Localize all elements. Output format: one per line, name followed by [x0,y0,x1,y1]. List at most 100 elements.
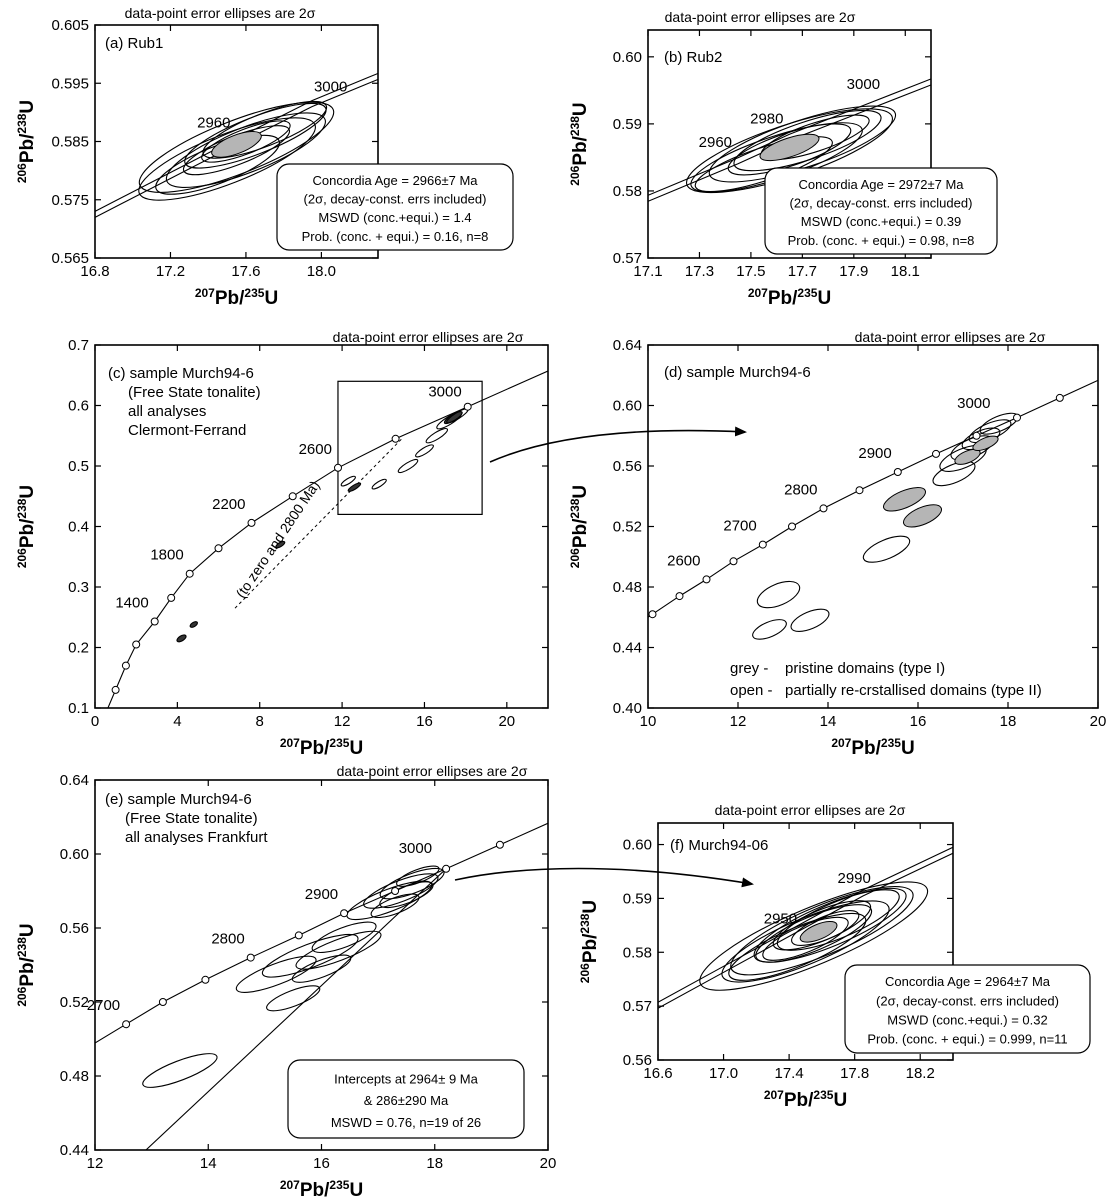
y-tick-label: 0.575 [51,192,89,209]
panel-label-line: (Free State tonalite) [125,810,258,827]
x-axis-label: 207Pb/235U [280,736,363,759]
panels: 2960 3000 16.8 17.2 17.6 18.0 0.565 0.575 0.585 0… [15,5,1106,1201]
ellipse-note: data-point error ellipses are 2σ [665,9,856,25]
error-ellipse [396,865,440,887]
plot-frame [647,344,1099,709]
x-axis-label: 207Pb/235U [195,286,278,309]
age-marker [1055,393,1064,402]
panel-label: (a) Rub1 [105,35,163,52]
discordia-label: (to zero and 2800 Ma) [232,478,322,601]
panel-label-line: (Free State tonalite) [128,384,261,401]
info-box-line: (2σ, decay-const. errs included) [876,993,1059,1008]
x-axis-label: 207Pb/235U [764,1088,847,1111]
error-ellipse [340,475,356,487]
error-ellipse [799,921,838,943]
x-tick-label: 0 [91,713,99,730]
y-tick-label: 0.48 [613,579,642,596]
info-box-line: (2σ, decay-const. errs included) [790,196,973,211]
age-marker [758,540,767,549]
age-marker [893,468,902,476]
y-tick-label: 0.2 [68,640,89,657]
x-tick-label: 17.0 [709,1065,738,1082]
age-label: 3000 [957,395,990,412]
panel-4: 2600 2700 2800 2900 3000 10 12 14 16 18 20 0.40 0.44… [568,329,1106,759]
concordia-curve [648,379,1098,618]
age-label: 2980 [750,110,783,127]
age-marker [334,463,342,472]
error-ellipse [347,482,362,492]
y-tick-label: 0.58 [613,183,642,200]
panel-label: (b) Rub2 [664,49,722,66]
panel-label: (f) Murch94-06 [670,837,768,854]
discordia-line [145,868,447,1150]
concordia-curve [648,78,931,196]
age-marker [675,592,684,601]
legend-text: pristine domains (type I) [785,660,945,677]
panel-label-line: all analyses Frankfurt [125,829,268,846]
age-marker [150,617,159,626]
age-label: 2600 [299,441,332,458]
age-marker [132,640,141,649]
panel-label: (c) sample Murch94-6 [108,365,254,382]
arrow-e-to-f [454,867,754,888]
error-ellipse [728,912,867,981]
age-label: 2700 [87,997,120,1014]
y-tick-label: 0.1 [68,700,89,717]
x-tick-label: 18.2 [906,1065,935,1082]
x-tick-label: 8 [256,713,264,730]
info-box-line: MSWD (conc.+equi.) = 0.32 [887,1012,1047,1027]
age-label: 1400 [115,594,148,611]
ellipse-note: data-point error ellipses are 2σ [855,329,1046,345]
error-ellipse [370,893,420,919]
error-ellipse [261,933,359,978]
age-label: 3000 [428,384,461,401]
age-label: 2800 [211,931,244,948]
error-ellipse [371,478,387,490]
y-tick-label: 0.64 [60,772,89,789]
panel-label: (e) sample Murch94-6 [105,791,252,808]
x-tick-label: 16 [416,713,433,730]
y-tick-label: 0.64 [613,337,642,354]
error-ellipse [295,930,382,970]
error-ellipse [727,123,852,176]
legend-text: partially re-crstallised domains (type I… [785,682,1042,699]
error-ellipse [752,619,787,640]
age-marker [201,975,210,984]
panel-2: 2960 2980 3000 17.1 17.3 17.5 17.7 17.9 18.1 0.57… [568,9,998,309]
x-tick-label: 16.6 [643,1065,672,1082]
x-tick-label: 18.1 [891,263,920,280]
error-ellipse [189,621,199,628]
error-ellipse [425,428,449,444]
info-box [287,1059,525,1139]
x-tick-label: 20 [498,713,515,730]
y-tick-label: 0.605 [51,17,89,34]
error-ellipse [972,435,999,451]
age-label: 2960 [699,134,732,151]
y-tick-label: 0.58 [623,944,652,961]
plot-frame [657,822,954,1061]
y-tick-label: 0.59 [623,890,652,907]
panel-3: (to zero and 2800 Ma) 1400 1800 2200 2600 300… [15,329,549,759]
age-marker [972,431,981,440]
x-tick-label: 17.4 [775,1065,804,1082]
panel-label-line: Clermont-Ferrand [128,422,246,439]
error-ellipse [275,540,286,549]
age-label: 2950 [764,910,797,927]
y-tick-label: 0.40 [613,700,642,717]
info-box-line: (2σ, decay-const. errs included) [304,192,487,207]
y-tick-label: 0.59 [613,116,642,133]
discordia-trend [234,438,403,609]
age-label: 1800 [150,547,183,564]
y-axis-label: 206Pb/238U [578,900,601,983]
error-ellipse [346,880,433,921]
info-box-line: Concordia Age = 2964±7 Ma [885,974,1051,989]
x-tick-label: 17.2 [156,263,185,280]
age-marker [729,557,738,566]
y-tick-label: 0.60 [60,846,89,863]
info-box-line: Prob. (conc. + equi.) = 0.999, n=11 [867,1032,1067,1047]
y-tick-label: 0.52 [613,519,642,536]
error-ellipse [759,133,820,162]
y-tick-label: 0.57 [613,250,642,267]
info-box-line: MSWD = 0.76, n=19 of 26 [331,1115,481,1130]
info-box [276,163,514,251]
